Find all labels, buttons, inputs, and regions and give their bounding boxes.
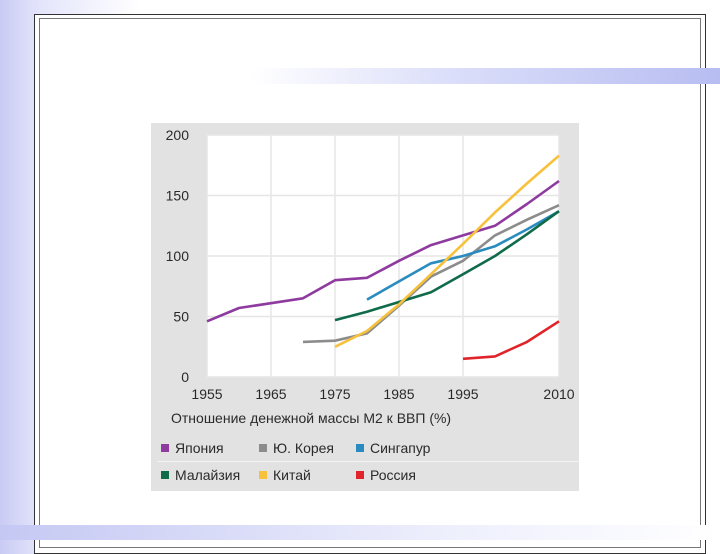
x-tick-label: 1995 xyxy=(447,386,478,402)
legend-swatch xyxy=(161,471,169,479)
legend-item: Ю. Корея xyxy=(259,440,334,456)
legend-swatch xyxy=(259,444,267,452)
legend-item: Сингапур xyxy=(356,440,430,456)
x-tick-label: 1955 xyxy=(191,386,222,402)
y-tick-label: 100 xyxy=(166,248,190,264)
legend-swatch xyxy=(259,471,267,479)
chart: 1955 1965 1975 1985 1995 2010 0 50 100 150 200 xyxy=(166,127,575,402)
x-tick-label: 1965 xyxy=(255,386,286,402)
legend-item: Китай xyxy=(259,467,311,483)
grid xyxy=(206,134,560,378)
series-line xyxy=(462,320,560,361)
title-bar-decoration xyxy=(250,68,720,84)
legend-label: Китай xyxy=(273,467,311,483)
tick-labels: 1955 1965 1975 1985 1995 2010 0 50 100 150 200 xyxy=(166,127,575,402)
legend-item: Япония xyxy=(161,440,224,456)
legend-label: Россия xyxy=(370,467,416,483)
series-lines xyxy=(206,154,560,361)
legend-item: Россия xyxy=(356,467,416,483)
series-line xyxy=(302,204,560,344)
y-tick-label: 0 xyxy=(181,369,189,385)
legend-swatch xyxy=(356,444,364,452)
legend-label: Ю. Корея xyxy=(273,440,335,456)
legend-swatch xyxy=(161,444,169,452)
series-line xyxy=(206,179,560,323)
legend-item: Малайзия xyxy=(161,467,240,483)
series-line xyxy=(334,154,560,348)
chart-panel: 1955 1965 1975 1985 1995 2010 0 50 100 150 200 Отн… xyxy=(151,123,579,491)
legend-label: Сингапур xyxy=(370,440,431,456)
x-tick-label: 1975 xyxy=(319,386,350,402)
y-tick-label: 150 xyxy=(166,188,190,204)
x-tick-label: 1985 xyxy=(383,386,414,402)
x-tick-label: 2010 xyxy=(543,386,574,402)
legend-label: Малайзия xyxy=(175,467,241,483)
series-line xyxy=(334,210,560,322)
bottom-band-decoration xyxy=(0,525,720,540)
y-tick-label: 200 xyxy=(166,127,190,143)
legend-divider xyxy=(157,461,579,462)
legend-label: Япония xyxy=(175,440,224,456)
x-axis-caption: Отношение денежной массы М2 к ВВП (%) xyxy=(171,410,452,426)
legend-swatch xyxy=(356,471,364,479)
y-tick-label: 50 xyxy=(173,309,189,325)
series-line xyxy=(366,210,560,301)
